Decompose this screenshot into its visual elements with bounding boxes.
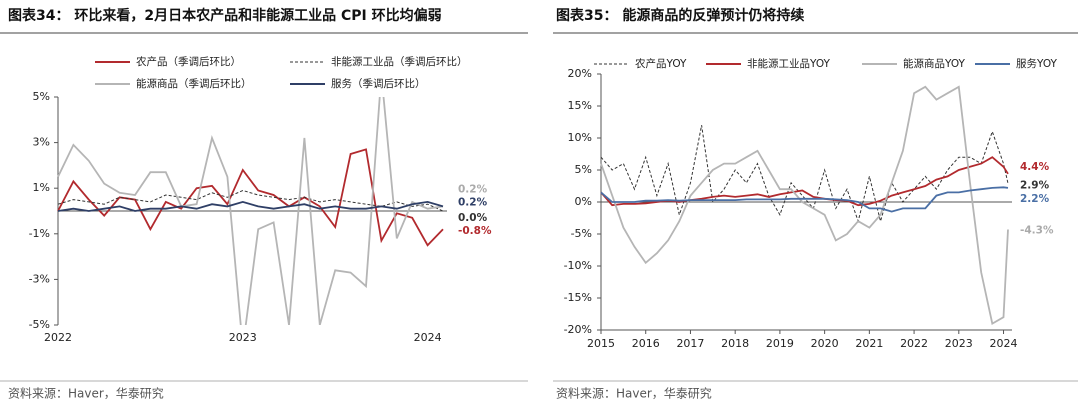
series-line [57, 97, 444, 325]
legend-label: 能源商品YOY [903, 57, 966, 70]
y-tick-label: 3% [33, 136, 50, 149]
end-label: -4.3% [1020, 225, 1054, 237]
end-label: 0.2% [458, 196, 488, 208]
x-tick-label: 2017 [676, 337, 704, 350]
chart-title: 图表34： 环比来看，2月日本农产品和非能源工业品 CPI 环比均偏弱 [8, 7, 442, 24]
end-label: 2.9% [1020, 179, 1050, 191]
x-tick-label: 2024 [414, 331, 442, 344]
series-line [600, 186, 1009, 213]
x-tick-label: 2021 [855, 337, 883, 350]
series-line [57, 200, 444, 212]
x-tick-label: 2015 [587, 337, 615, 350]
x-tick-label: 2020 [811, 337, 839, 350]
y-tick-label: 20% [568, 67, 592, 80]
x-tick-label: 2024 [990, 337, 1018, 350]
y-tick-label: 15% [568, 99, 592, 112]
y-tick-label: -5% [571, 227, 592, 240]
end-label: 0.2% [458, 183, 488, 195]
end-label: 4.4% [1020, 161, 1050, 173]
series-line [57, 148, 444, 247]
legend-label: 服务YOY [1016, 57, 1058, 70]
x-tick-label: 2022 [44, 331, 72, 344]
end-label: 2.2% [1020, 193, 1050, 205]
source: 资料来源：Haver，华泰研究 [8, 386, 164, 401]
y-tick-label: -5% [29, 318, 50, 331]
legend-label: 能源商品（季调后环比） [136, 77, 252, 90]
series-line [600, 125, 1009, 224]
x-tick-label: 2018 [721, 337, 749, 350]
y-tick-label: -15% [564, 291, 592, 304]
y-tick-label: 5% [575, 163, 592, 176]
legend-label: 非能源工业品（季调后环比） [331, 55, 468, 68]
x-tick-label: 2023 [229, 331, 257, 344]
legend-label: 农产品YOY [635, 57, 687, 70]
x-tick-label: 2019 [766, 337, 794, 350]
chart-title: 图表35： 能源商品的反弹预计仍将持续 [556, 7, 804, 24]
x-tick-label: 2016 [632, 337, 660, 350]
series-line [600, 85, 1009, 325]
end-label: -0.8% [458, 225, 492, 237]
y-tick-label: -1% [29, 227, 50, 240]
y-tick-label: -10% [564, 259, 592, 272]
legend-label: 农产品（季调后环比） [136, 55, 241, 68]
y-tick-label: 10% [568, 131, 592, 144]
x-tick-label: 2023 [945, 337, 973, 350]
y-tick-label: 5% [33, 90, 50, 103]
y-tick-label: -20% [564, 323, 592, 336]
legend-label: 服务（季调后环比） [331, 77, 426, 90]
x-tick-label: 2022 [900, 337, 928, 350]
end-label: 0.0% [458, 212, 488, 224]
legend-label: 非能源工业品YOY [747, 57, 831, 70]
y-tick-label: 1% [33, 181, 50, 194]
source: 资料来源：Haver，华泰研究 [556, 386, 712, 401]
y-tick-label: 0% [575, 195, 592, 208]
y-tick-label: -3% [29, 272, 50, 285]
